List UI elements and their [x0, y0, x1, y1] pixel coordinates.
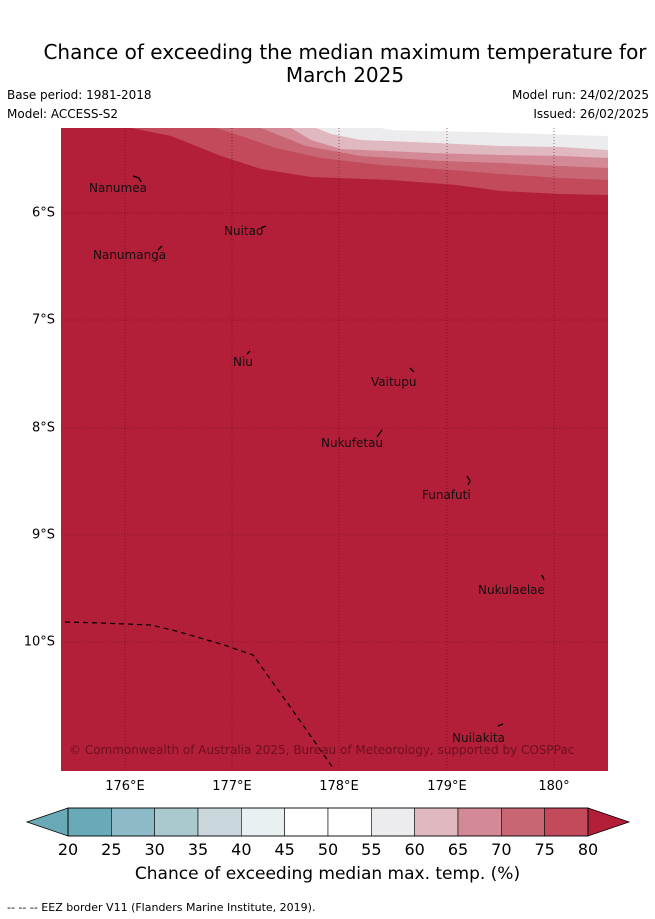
- colorbar-tick-label: 75: [534, 840, 555, 859]
- colorbar-tick-label: 65: [447, 840, 469, 859]
- colorbar-segment: [111, 807, 155, 837]
- model-run: Model run: 24/02/2025: [511, 88, 649, 102]
- graticule: [61, 128, 608, 771]
- island-label-nuilakita: Nuilakita: [452, 731, 505, 745]
- colorbar-segment: [414, 807, 459, 837]
- nukulaelae-island-shape: [541, 574, 545, 581]
- lat-label-7s: 7°S: [31, 312, 55, 328]
- map-panel[interactable]: [61, 128, 608, 771]
- lat-label-9s: 9°S: [31, 527, 55, 543]
- band-50: [61, 128, 608, 136]
- base-period: Base period: 1981-2018: [7, 88, 152, 102]
- copyright-credit: © Commonwealth of Australia 2025, Bureau…: [69, 743, 575, 757]
- island-label-nanumea: Nanumea: [89, 181, 147, 195]
- vaitupu-island-shape: [409, 367, 415, 373]
- colorbar-tick-label: 35: [187, 840, 209, 859]
- colorbar-tick-label: 60: [404, 840, 425, 859]
- lon-label-177e: 177°E: [212, 779, 252, 794]
- title-line-2: March 2025: [285, 63, 405, 87]
- colorbar-tick-label: 40: [231, 840, 252, 859]
- island-label-funafuti: Funafuti: [422, 488, 471, 502]
- island-label-nukulaelae: Nukulaelae: [478, 583, 545, 597]
- eez-border-line: [64, 621, 334, 769]
- lon-label-178e: 178°E: [319, 779, 359, 794]
- nanumea-island-shape: [132, 175, 142, 183]
- colorbar-tick-label: 45: [274, 840, 295, 859]
- colorbar: [25, 807, 631, 837]
- colorbar-low-extend: [25, 807, 69, 837]
- colorbar-segment: [457, 807, 502, 837]
- title-line-1: Chance of exceeding the median maximum t…: [43, 40, 647, 64]
- colorbar-segment: [501, 807, 545, 837]
- colorbar-segment: [241, 807, 285, 837]
- lat-label-8s: 8°S: [31, 420, 55, 436]
- colorbar-high-extend: [587, 807, 631, 837]
- colorbar-tick-label: 30: [144, 840, 165, 859]
- island-label-nukufetau: Nukufetau: [321, 436, 384, 450]
- lon-label-176e: 176°E: [105, 779, 145, 794]
- island-markers: [132, 175, 545, 727]
- colorbar-tick-label: 20: [57, 840, 79, 859]
- model-name: Model: ACCESS-S2: [7, 107, 119, 121]
- nuilakita-island-shape: [497, 723, 504, 727]
- colorbar-segment: [371, 807, 415, 837]
- colorbar-frame: [67, 807, 589, 837]
- island-label-vaitupu: Vaitupu: [371, 375, 417, 389]
- nanumanga-island-shape: [157, 245, 163, 251]
- nuitao-island-shape: [260, 225, 267, 229]
- colorbar-segment: [67, 807, 112, 837]
- colorbar-segment: [154, 807, 199, 837]
- lon-label-179e: 179°E: [427, 779, 467, 794]
- niu-island-shape: [246, 350, 251, 355]
- island-label-nanumanga: Nanumanga: [93, 248, 167, 262]
- nukufetau-island-shape: [376, 429, 383, 438]
- funafuti-island-shape: [466, 475, 471, 486]
- colorbar-segment: [284, 807, 329, 837]
- map-canvas: [61, 128, 608, 771]
- lat-label-6s: 6°S: [31, 205, 55, 221]
- colorbar-segment: [197, 807, 242, 837]
- colorbar-tick-label: 25: [101, 840, 122, 859]
- colorbar-label: Chance of exceeding median max. temp. (%…: [134, 864, 521, 884]
- colorbar-tick-label: 70: [491, 840, 512, 859]
- map-title: Chance of exceeding the median maximum t…: [0, 41, 655, 87]
- island-label-nuitao: Nuitao: [224, 224, 264, 238]
- issued-date: Issued: 26/02/2025: [533, 107, 649, 121]
- colorbar-segment: [327, 807, 372, 837]
- colorbar-segment: [544, 807, 589, 837]
- colorbar-tick-label: 80: [577, 840, 599, 859]
- probability-fill: [61, 128, 608, 771]
- lat-label-10s: 10°S: [23, 634, 55, 650]
- island-label-niu: Niu: [233, 355, 253, 369]
- band-55: [61, 128, 608, 150]
- colorbar-tick-label: 50: [317, 840, 339, 859]
- eez-legend-note: -- -- -- EEZ border V11 (Flanders Marine…: [7, 901, 316, 914]
- lon-label-180: 180°: [538, 779, 570, 794]
- colorbar-tick-label: 55: [361, 840, 382, 859]
